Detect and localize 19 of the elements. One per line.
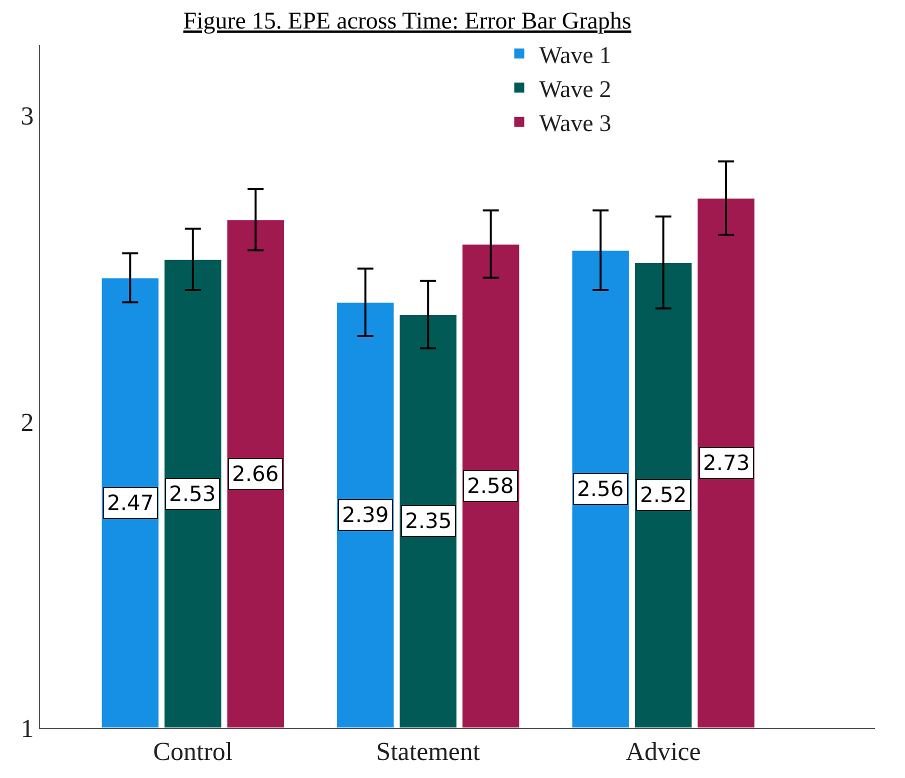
data-label: 2.56 — [577, 477, 624, 501]
data-label: 2.66 — [232, 462, 279, 486]
data-label: 2.73 — [703, 451, 750, 475]
data-label: 2.39 — [342, 503, 389, 527]
y-tick-label: 3 — [20, 102, 34, 131]
y-tick-label: 2 — [20, 408, 34, 437]
x-tick-label: Statement — [376, 737, 481, 766]
legend-label: Wave 2 — [539, 77, 612, 103]
legend-label: Wave 1 — [539, 42, 612, 69]
data-label: 2.52 — [640, 483, 687, 507]
y-tick-label: 1 — [20, 714, 34, 744]
chart-title: Figure 15. EPE across Time: Error Bar Graphs — [183, 8, 632, 34]
data-label: 2.53 — [169, 482, 216, 506]
data-label: 2.35 — [405, 509, 452, 533]
x-tick-label: Advice — [626, 737, 701, 766]
x-tick-label: Control — [153, 737, 233, 766]
data-label: 2.47 — [107, 491, 154, 515]
legend-label: Wave 3 — [539, 111, 612, 138]
data-label: 2.58 — [467, 474, 514, 498]
